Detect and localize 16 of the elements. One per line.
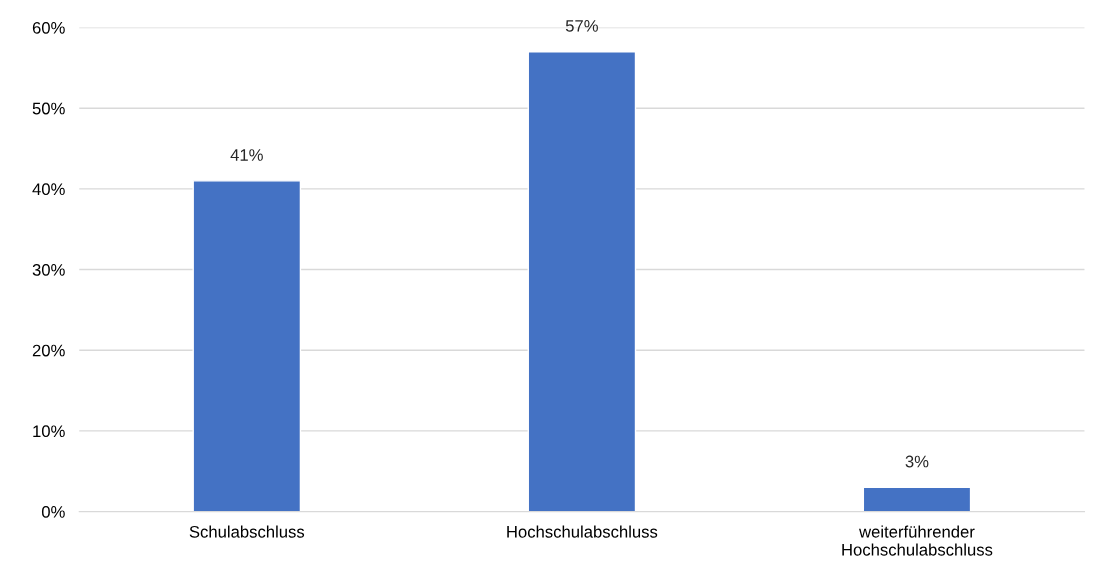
y-tick-label: 0% — [41, 505, 65, 518]
y-tick-label: 10% — [33, 425, 65, 438]
bar — [192, 180, 302, 512]
y-tick-label: 50% — [32, 102, 65, 115]
data-label: 3% — [905, 455, 929, 468]
bar — [527, 51, 637, 512]
x-tick-label: Schulabschluss — [189, 525, 305, 538]
y-tick-label: 20% — [32, 344, 65, 357]
y-tick-label: 40% — [32, 183, 65, 196]
x-tick-label: weiterführender Hochschulabschluss — [842, 525, 993, 556]
y-tick-label: 60% — [32, 21, 65, 34]
data-label: 57% — [565, 20, 598, 32]
x-tick-label: Hochschulabschluss — [507, 525, 658, 538]
y-tick-label: 30% — [32, 263, 65, 276]
data-label: 41% — [230, 149, 263, 161]
bar — [862, 486, 972, 512]
